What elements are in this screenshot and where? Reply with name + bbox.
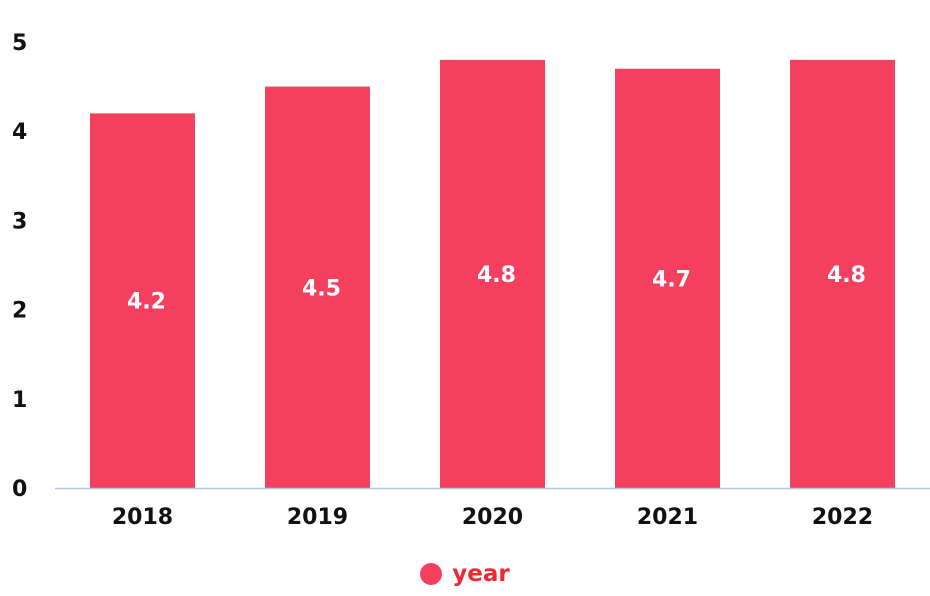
bar-data-label: 4.8 — [477, 263, 516, 288]
legend-label: year — [452, 561, 510, 587]
bars — [90, 59, 895, 489]
y-tick-label: 3 — [12, 209, 27, 234]
bar-data-label: 4.2 — [127, 290, 166, 315]
y-tick-label: 2 — [12, 299, 27, 324]
x-axis-ticks: 2018 2019 2020 2021 2022 — [112, 505, 873, 530]
x-tick-label: 2022 — [812, 505, 873, 530]
bar-2021[interactable] — [615, 68, 720, 488]
y-tick-label: 0 — [12, 477, 27, 502]
bar-2019[interactable] — [265, 86, 370, 488]
bar-data-label: 4.8 — [827, 263, 866, 288]
bar-data-label: 4.5 — [302, 276, 341, 301]
legend-swatch-icon — [420, 563, 443, 585]
x-tick-label: 2019 — [287, 505, 348, 530]
bar-2018[interactable] — [90, 113, 195, 489]
x-tick-label: 2020 — [462, 505, 523, 530]
y-tick-label: 4 — [12, 120, 27, 145]
x-tick-label: 2021 — [637, 505, 698, 530]
bar-data-labels: 4.2 4.5 4.8 4.7 4.8 — [127, 263, 866, 315]
bar-data-label: 4.7 — [652, 267, 691, 292]
x-tick-label: 2018 — [112, 505, 173, 530]
y-tick-label: 1 — [12, 388, 27, 413]
y-tick-label: 5 — [12, 31, 27, 56]
y-axis-ticks: 0 1 2 3 4 5 — [12, 31, 27, 502]
bar-2022[interactable] — [790, 59, 895, 489]
legend: year — [0, 558, 930, 590]
bar-2020[interactable] — [440, 59, 545, 489]
